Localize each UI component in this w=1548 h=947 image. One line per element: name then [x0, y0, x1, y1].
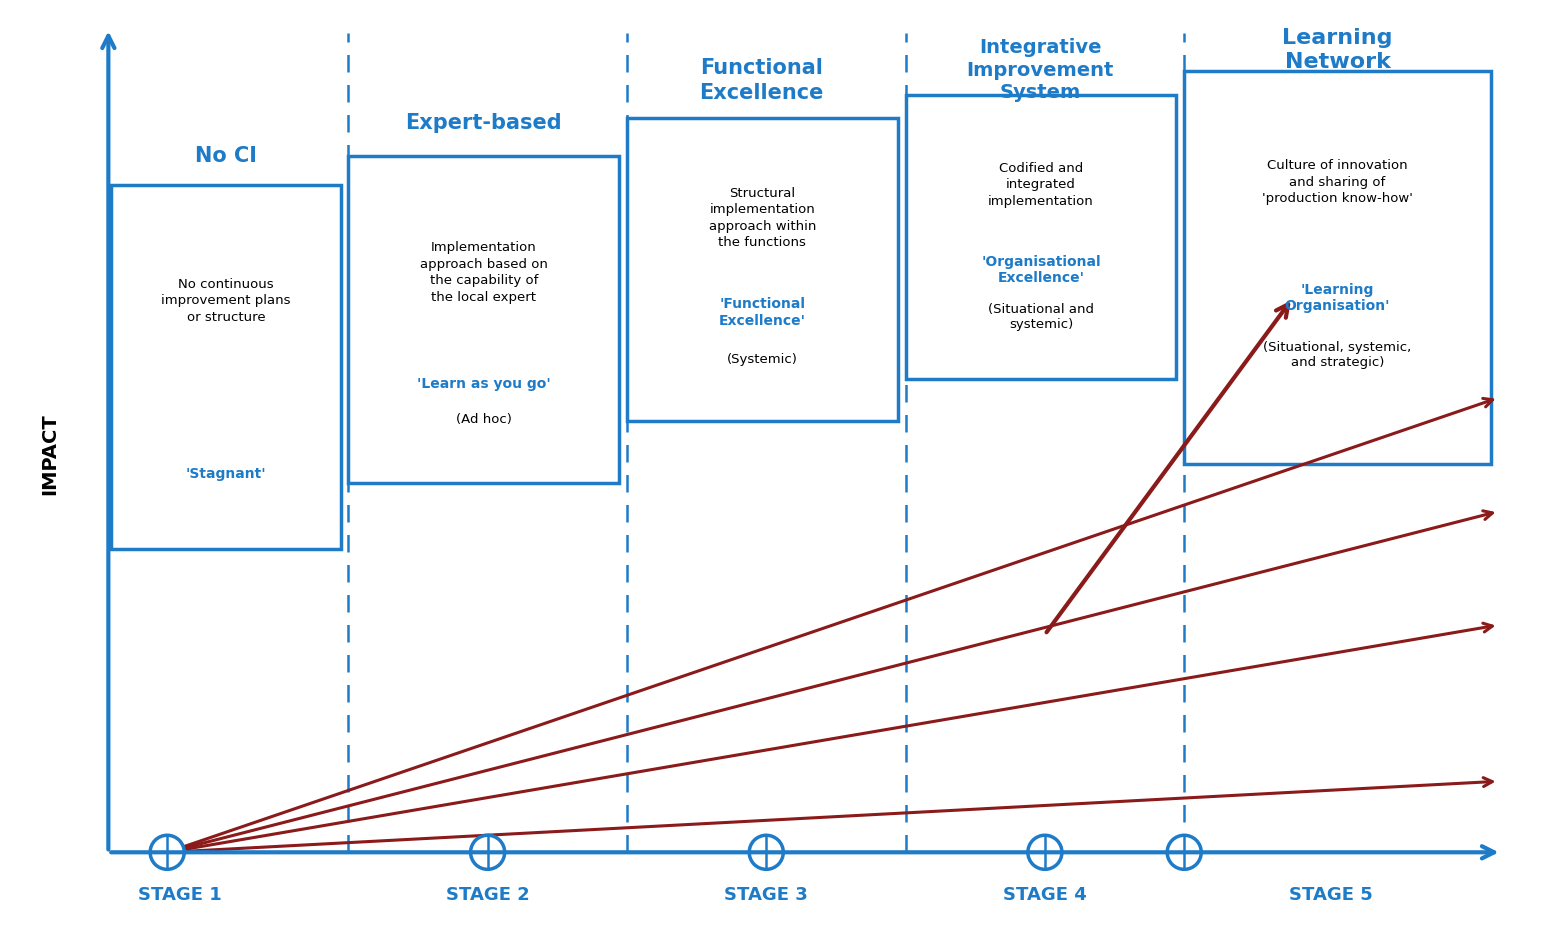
Bar [627, 118, 898, 421]
Text: (Systemic): (Systemic) [728, 353, 797, 366]
Bar [1184, 71, 1491, 464]
Text: No CI: No CI [195, 146, 257, 167]
Text: IMPACT: IMPACT [40, 414, 59, 495]
Text: STAGE 4: STAGE 4 [1003, 885, 1087, 904]
Ellipse shape [749, 835, 783, 869]
Text: Integrative
Improvement
System: Integrative Improvement System [966, 38, 1115, 102]
Bar [348, 156, 619, 483]
Text: 'Stagnant': 'Stagnant' [186, 467, 266, 480]
Text: Codified and
integrated
implementation: Codified and integrated implementation [988, 162, 1094, 207]
Text: (Situational and
systemic): (Situational and systemic) [988, 303, 1094, 331]
Ellipse shape [1028, 835, 1062, 869]
Text: STAGE 3: STAGE 3 [724, 885, 808, 904]
Text: No continuous
improvement plans
or structure: No continuous improvement plans or struc… [161, 277, 291, 324]
Text: 'Functional
Excellence': 'Functional Excellence' [718, 297, 807, 328]
Text: 'Organisational
Excellence': 'Organisational Excellence' [981, 255, 1101, 285]
Text: Culture of innovation
and sharing of
'production know-how': Culture of innovation and sharing of 'pr… [1262, 159, 1413, 205]
Text: Structural
implementation
approach within
the functions: Structural implementation approach withi… [709, 187, 816, 249]
Bar [906, 95, 1176, 379]
Text: 'Learning
Organisation': 'Learning Organisation' [1285, 283, 1390, 313]
Text: STAGE 5: STAGE 5 [1289, 885, 1373, 904]
Bar [111, 185, 341, 549]
Text: STAGE 1: STAGE 1 [138, 885, 221, 904]
Ellipse shape [150, 835, 184, 869]
Text: Functional
Excellence: Functional Excellence [700, 58, 824, 103]
Text: STAGE 2: STAGE 2 [446, 885, 529, 904]
Text: 'Learn as you go': 'Learn as you go' [416, 377, 551, 390]
Text: Learning
Network: Learning Network [1282, 28, 1393, 72]
Text: Implementation
approach based on
the capability of
the local expert: Implementation approach based on the cap… [420, 241, 548, 303]
Text: (Ad hoc): (Ad hoc) [455, 413, 512, 426]
Ellipse shape [1167, 835, 1201, 869]
Ellipse shape [471, 835, 505, 869]
Text: (Situational, systemic,
and strategic): (Situational, systemic, and strategic) [1263, 341, 1412, 369]
Text: Expert-based: Expert-based [406, 113, 562, 134]
